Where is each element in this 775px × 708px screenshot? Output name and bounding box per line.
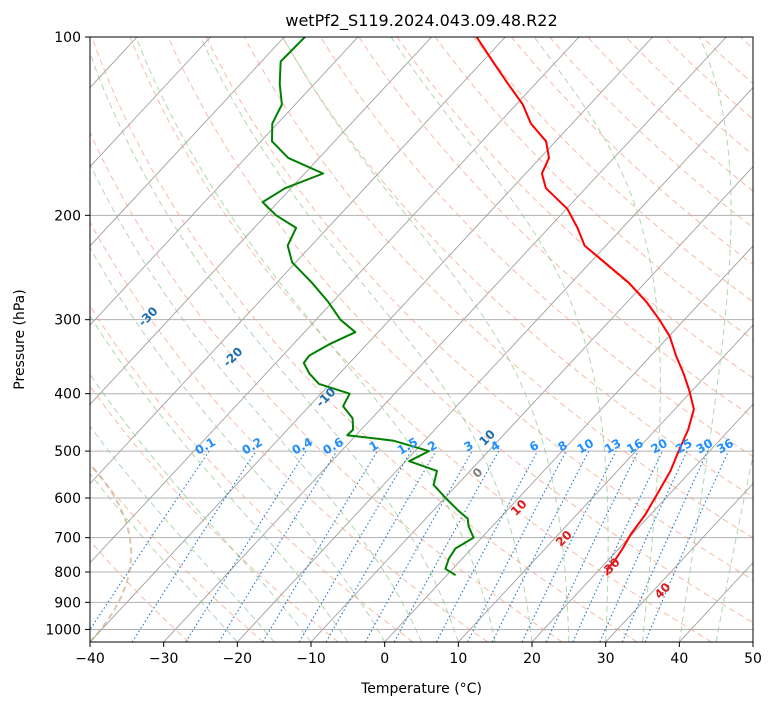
y-tick-label: 800 <box>54 565 81 581</box>
isotherm-line <box>605 482 753 642</box>
mixing-ratio-line <box>521 450 617 642</box>
dry-adiabat-line <box>625 37 753 156</box>
dry-adiabat-line <box>549 37 753 229</box>
isotherm-line <box>163 37 727 642</box>
y-tick-label: 400 <box>54 387 81 403</box>
y-tick-label: 600 <box>54 491 81 507</box>
mixing-ratio-line <box>545 450 639 642</box>
sounding-series <box>261 37 695 577</box>
mixing-ratio-lines <box>90 450 729 642</box>
x-tick-label: 20 <box>523 651 541 667</box>
dry-adiabat-line <box>91 37 638 642</box>
moist-adiabat-line <box>715 453 753 642</box>
y-tick-label: 900 <box>54 595 81 611</box>
reference-curves <box>90 463 133 642</box>
isotherm-line <box>90 37 359 326</box>
moist-adiabat-line <box>90 425 275 642</box>
x-tick-label: 10 <box>449 651 467 667</box>
moist-adiabat-line <box>199 37 533 642</box>
mixing-ratio-line <box>572 450 663 642</box>
mixing-ratio-line <box>599 450 688 642</box>
dry-adiabat-line <box>282 37 753 498</box>
mixing-ratio-line <box>185 450 307 642</box>
moist-adiabat-line <box>390 37 609 642</box>
mixing-ratio-line <box>218 450 338 642</box>
x-tick-label: −10 <box>296 651 326 667</box>
y-tick-label: 100 <box>54 30 81 46</box>
moist-adiabat-line <box>282 37 570 642</box>
mixing-ratio-line <box>644 450 729 642</box>
dry-adiabat-line <box>358 37 753 418</box>
mixing-ratio-line <box>325 450 437 642</box>
y-tick-label: 1000 <box>45 622 81 638</box>
isotherm-line <box>310 166 753 642</box>
moist-adiabat-line <box>90 246 386 642</box>
mixing-ratio-line <box>262 450 378 642</box>
dry-adiabat-line <box>473 37 753 303</box>
dewpoint-profile-line <box>261 37 475 577</box>
y-tick-label: 200 <box>54 208 81 224</box>
isotherm-line <box>90 37 211 168</box>
x-tick-label: −40 <box>75 651 105 667</box>
dry-adiabat-line <box>587 37 753 192</box>
isotherm-line <box>90 37 580 564</box>
mixing-ratio-line <box>298 450 412 642</box>
axes: −40 −30 −20 −10 0 10 20 30 40 50 1000 900 800 700 600 5… <box>45 30 762 667</box>
mixing-ratio-line <box>393 450 500 642</box>
x-tick-label: −20 <box>223 651 253 667</box>
chart-title: wetPf2_S119.2024.043.09.48.R22 <box>285 11 557 31</box>
isotherm-line <box>90 37 432 406</box>
y-tick-label: 500 <box>54 444 81 460</box>
plot-frame <box>89 36 754 643</box>
x-tick-label: 30 <box>597 651 615 667</box>
moist-adiabat-line <box>135 37 496 642</box>
x-tick-label: 40 <box>670 651 688 667</box>
isotherm-line <box>457 324 753 642</box>
isotherm-line <box>90 37 506 485</box>
x-axis-label: Temperature (°C) <box>360 681 482 697</box>
dry-adiabat-line <box>90 131 563 642</box>
reference-curve <box>90 463 133 642</box>
x-tick-label: 50 <box>744 651 762 667</box>
mixing-ratio-line <box>621 450 709 642</box>
dry-adiabat-line <box>205 37 753 581</box>
isotherm-line <box>236 86 753 642</box>
dry-adiabat-line <box>320 37 753 458</box>
x-tick-label: −30 <box>149 651 179 667</box>
isotherm-line <box>90 37 285 247</box>
temperature-profile-line <box>475 37 695 576</box>
moist-adiabat-line <box>90 373 312 642</box>
moist-adiabat-line <box>90 472 238 642</box>
y-tick-label: 300 <box>54 313 81 329</box>
moist-adiabat-line <box>678 37 732 642</box>
dry-adiabat-line <box>167 37 753 624</box>
dry-adiabat-line <box>90 385 339 642</box>
isotherm-line <box>384 245 753 642</box>
y-tick-label: 700 <box>54 531 81 547</box>
x-tick-label: 0 <box>380 651 389 667</box>
dry-adiabat-line <box>244 37 753 539</box>
isotherm-line <box>90 37 653 642</box>
y-axis-label: Pressure (hPa) <box>12 289 28 389</box>
moist-adiabat-line <box>90 51 459 642</box>
mixing-ratio-line <box>364 450 473 642</box>
moist-adiabats <box>90 37 753 642</box>
moist-adiabat-line <box>533 37 661 642</box>
